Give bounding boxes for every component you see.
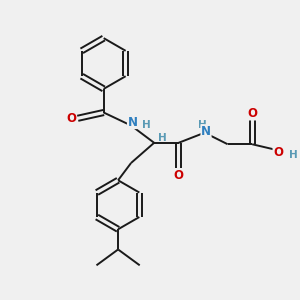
Text: O: O: [273, 146, 283, 159]
Text: H: H: [289, 150, 298, 160]
Text: N: N: [201, 125, 211, 138]
Text: O: O: [247, 107, 257, 120]
Text: H: H: [198, 120, 207, 130]
Text: H: H: [158, 133, 167, 142]
Text: O: O: [66, 112, 76, 125]
Text: O: O: [174, 169, 184, 182]
Text: N: N: [128, 116, 137, 128]
Text: H: H: [142, 120, 151, 130]
